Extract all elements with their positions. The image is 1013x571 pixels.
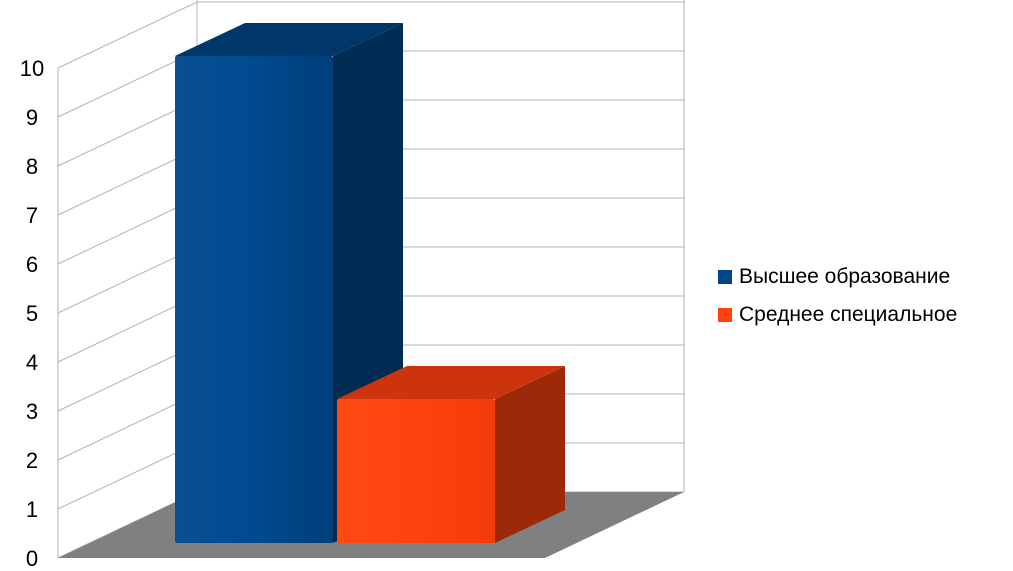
bar-top-higher-education [175,23,403,56]
y-tick-label: 3 [26,399,38,424]
legend-swatch-higher-education [718,270,732,284]
y-tick-label: 5 [26,301,38,326]
bar-front-secondary-special [337,399,495,543]
legend-label-higher-education: Высшее образование [739,265,951,288]
y-tick-label: 10 [20,56,44,81]
y-tick-label: 4 [26,350,38,375]
y-tick-label: 8 [26,154,38,179]
y-tick-label: 1 [26,497,38,522]
bar-top-secondary-special [337,366,565,399]
y-tick-label: 7 [26,203,38,228]
legend-label-secondary-special: Среднее специальное [739,303,958,326]
legend: Высшее образование Среднее специальное [718,258,957,334]
y-tick-label: 0 [26,546,38,571]
legend-swatch-secondary-special [718,308,732,322]
y-tick-label: 2 [26,448,38,473]
bar-secondary-special [337,366,565,543]
bar-side-secondary-special [495,366,565,543]
legend-item-higher-education: Высшее образование [718,258,957,296]
left-wall [58,0,197,558]
legend-item-secondary-special: Среднее специальное [718,296,957,334]
y-axis-ticks: 0 1 2 3 4 5 6 7 8 9 10 [20,56,44,571]
bar-front-higher-education [175,56,333,543]
bars [175,23,565,543]
y-tick-label: 9 [26,105,38,130]
gridline [57,1,684,69]
y-tick-label: 6 [26,252,38,277]
